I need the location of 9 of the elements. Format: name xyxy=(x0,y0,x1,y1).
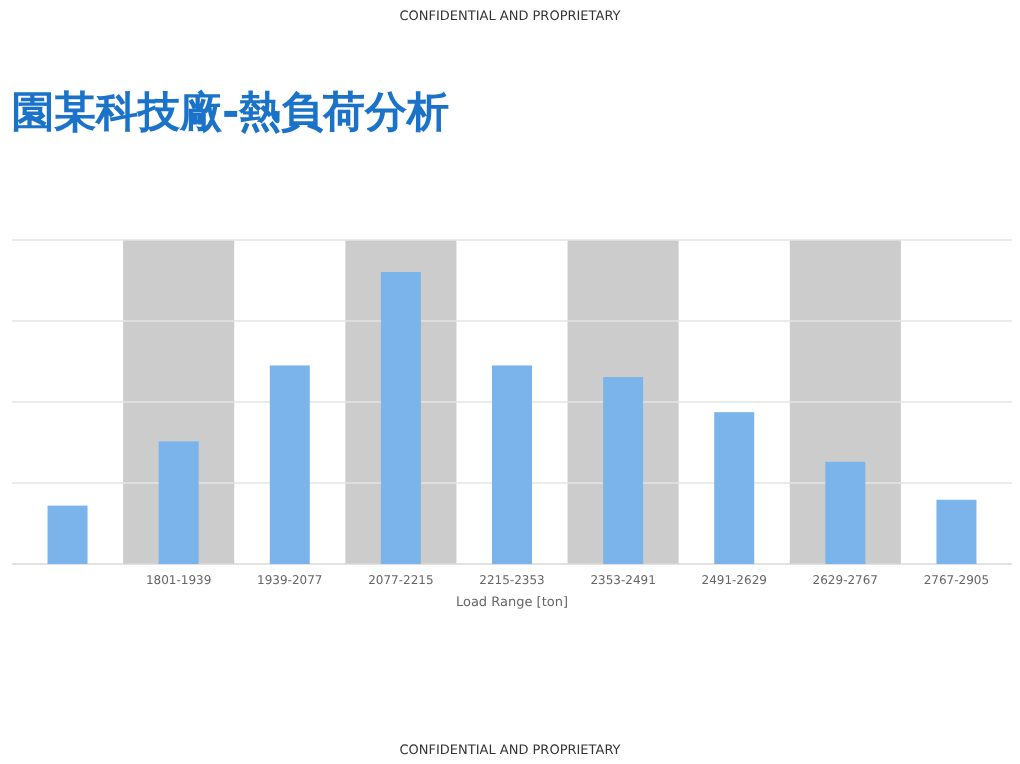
bar xyxy=(492,365,532,564)
chart-title: 園某科技廠-熱負荷分析 xyxy=(12,88,450,136)
bar xyxy=(936,499,977,564)
bar xyxy=(714,412,755,564)
bar xyxy=(47,505,88,564)
bar xyxy=(269,365,310,564)
bar xyxy=(825,461,866,564)
bar xyxy=(158,441,199,564)
bar xyxy=(603,377,644,564)
